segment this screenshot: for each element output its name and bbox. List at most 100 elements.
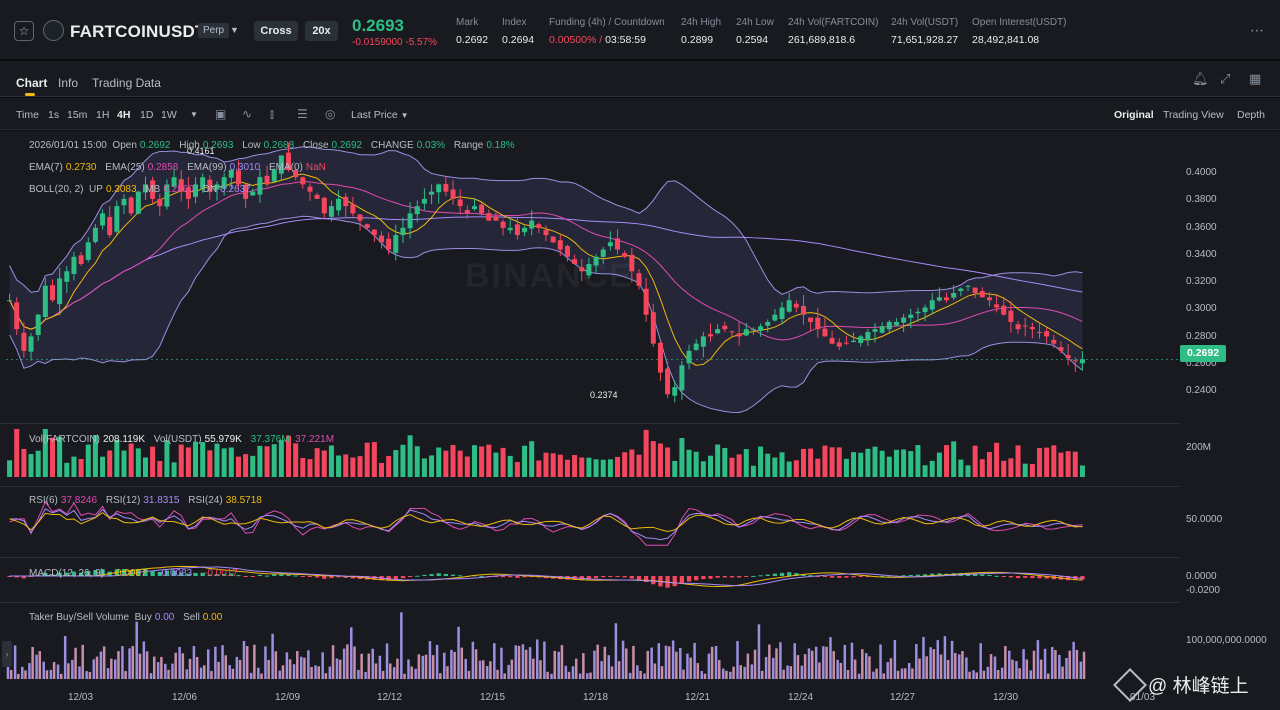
taker-sell-bar: [431, 655, 435, 679]
taker-sell-bar: [389, 663, 392, 679]
taker-sell-bar: [546, 671, 549, 679]
taker-sell-bar: [160, 656, 163, 679]
interval-1w[interactable]: 1W: [161, 109, 177, 121]
candle-body: [386, 238, 392, 250]
symbol-selector[interactable]: FARTCOINUSDT: [70, 22, 206, 41]
macd-histogram-bar: [708, 576, 713, 579]
volume-bar: [121, 450, 127, 477]
macd-histogram-bar: [922, 574, 928, 576]
volume-bar: [1029, 463, 1035, 477]
taker-buy-bar: [421, 655, 425, 679]
view-trading-view[interactable]: Trading View: [1163, 109, 1224, 121]
candle-body: [457, 199, 463, 207]
volume-bar: [471, 445, 477, 477]
candle-body: [700, 336, 706, 347]
taker-sell-bar: [582, 653, 585, 679]
stat-value: 0.2694: [502, 34, 535, 46]
favorite-star-icon[interactable]: ☆: [14, 21, 34, 41]
macd-histogram-bar: [844, 576, 849, 578]
volume-bar: [235, 456, 241, 477]
volume-bar: [350, 457, 356, 477]
macd-histogram-bar: [1001, 576, 1006, 577]
volume-bar: [371, 442, 377, 477]
candle-body: [164, 184, 170, 207]
interval-4h[interactable]: 4H: [117, 109, 131, 121]
candlestick-chart[interactable]: [0, 131, 1280, 710]
price-type-selector[interactable]: Last Price ▼: [351, 109, 409, 121]
candle-body: [629, 254, 635, 272]
taker-buy-bar: [528, 647, 532, 679]
indicator-icon[interactable]: ∿: [242, 107, 253, 121]
interval-1h[interactable]: 1H: [96, 109, 110, 121]
chart-area[interactable]: BINANCE 2026/01/01 15:00 Open 0.2692 High…: [0, 131, 1280, 710]
alert-bell-icon[interactable]: 🔔︎: [1192, 71, 1209, 86]
layout-grid-icon[interactable]: ▦: [1249, 71, 1262, 86]
date-axis-label: 12/30: [993, 692, 1019, 703]
macd-histogram-bar: [880, 575, 885, 577]
tab-chart[interactable]: Chart: [16, 76, 48, 90]
taker-sell-bar: [825, 646, 828, 679]
calendar-icon[interactable]: ▣: [215, 107, 227, 121]
settings-icon[interactable]: ☰: [297, 107, 308, 121]
chevron-down-icon[interactable]: ▼: [230, 25, 239, 35]
macd-histogram-bar: [808, 575, 813, 577]
taker-buy-bar: [92, 659, 96, 679]
taker-buy-bar: [900, 668, 904, 679]
interval-1s[interactable]: 1s: [48, 109, 60, 121]
bollinger-lower-line: [9, 215, 1083, 413]
tab-active-indicator: [25, 93, 35, 96]
view-original[interactable]: Original: [1114, 109, 1154, 121]
volume-bar: [221, 448, 227, 477]
macd-histogram-bar: [858, 576, 863, 577]
leverage-button[interactable]: 20x: [305, 21, 338, 41]
tab-trading-data[interactable]: Trading Data: [92, 76, 161, 90]
candle-body: [200, 177, 206, 189]
taker-buy-bar: [836, 659, 839, 679]
volume-bar: [314, 448, 320, 477]
taker-sell-bar: [760, 670, 764, 679]
interval-time[interactable]: Time: [16, 109, 39, 121]
taker-buy-bar: [335, 658, 339, 679]
stat-24h-vol-usdt: 24h Vol(USDT) 71,651,928.27: [891, 17, 958, 46]
taker-sell-bar: [846, 669, 850, 679]
chart-type-icon[interactable]: ⫾: [270, 107, 274, 121]
margin-mode-button[interactable]: Cross: [254, 21, 298, 41]
taker-buy-bar: [986, 666, 990, 679]
chevron-right-icon[interactable]: ›: [2, 641, 12, 667]
volume-bar: [858, 452, 864, 477]
macd-histogram-bar: [14, 576, 19, 578]
stat-open-interest: Open Interest(USDT) 28,492,841.08: [972, 17, 1066, 46]
fullscreen-icon[interactable]: ⤢: [1220, 71, 1231, 86]
view-depth[interactable]: Depth: [1237, 109, 1266, 121]
taker-buy-bar: [35, 654, 38, 679]
target-icon[interactable]: ◎: [325, 107, 336, 121]
candle-body: [150, 180, 156, 199]
macd-histogram-bar: [736, 576, 742, 578]
taker-sell-bar: [167, 669, 170, 679]
taker-sell-bar: [131, 646, 135, 679]
taker-buy-bar: [71, 659, 74, 679]
tab-info[interactable]: Info: [58, 76, 79, 90]
taker-buy-bar: [42, 661, 45, 679]
stat-funding[interactable]: Funding (4h) / Countdown 0.00500% / 03:5…: [549, 17, 665, 46]
interval-1d[interactable]: 1D: [140, 109, 154, 121]
taker-buy-bar: [99, 651, 103, 679]
chevron-down-icon[interactable]: ▼: [190, 110, 198, 119]
stat-value: 0.2692: [456, 34, 489, 46]
volume-bar: [772, 457, 778, 477]
taker-sell-bar: [217, 661, 220, 679]
ema7-label: EMA(7): [29, 162, 63, 173]
taker-buy-bar: [292, 664, 296, 679]
taker-buy-bar: [922, 636, 925, 679]
author-watermark: @ 林峰链上: [1113, 667, 1249, 702]
taker-sell-bar: [932, 649, 936, 679]
interval-15m[interactable]: 15m: [67, 109, 88, 121]
candle-body: [715, 329, 721, 334]
more-options-icon[interactable]: ⋯: [1250, 22, 1265, 38]
taker-buy-bar: [521, 644, 525, 679]
macd-dif-value: -0.0067: [112, 568, 147, 579]
macd-histogram-bar: [407, 576, 413, 577]
macd-histogram-bar: [458, 575, 463, 577]
macd-histogram-bar: [164, 570, 170, 576]
volume-bar: [64, 462, 70, 477]
